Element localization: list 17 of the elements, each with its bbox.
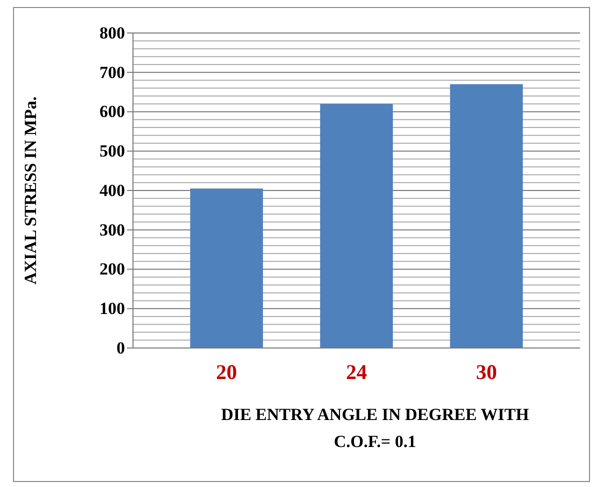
x-tick-label: 24 xyxy=(346,360,368,384)
x-axis-title: DIE ENTRY ANGLE IN DEGREE WITH C.O.F.= 0.1 xyxy=(221,405,529,451)
y-tick-label: 700 xyxy=(100,62,125,82)
y-tick-label: 200 xyxy=(100,260,125,279)
y-tick-label: 100 xyxy=(100,299,125,318)
bar xyxy=(320,104,393,348)
y-tick-label: 800 xyxy=(100,23,125,42)
bar xyxy=(450,84,523,348)
y-tick-label: 600 xyxy=(100,102,125,122)
y-axis-title: AXIAL STRESS IN MPa. xyxy=(21,96,40,284)
y-tick-label: 300 xyxy=(100,220,125,240)
x-tick-label: 20 xyxy=(216,360,238,384)
y-tick-label: 400 xyxy=(100,180,125,200)
bar xyxy=(190,188,263,348)
y-tick-label: 500 xyxy=(100,142,125,161)
x-tick-label: 30 xyxy=(476,360,497,384)
y-tick-label: 0 xyxy=(116,338,125,358)
